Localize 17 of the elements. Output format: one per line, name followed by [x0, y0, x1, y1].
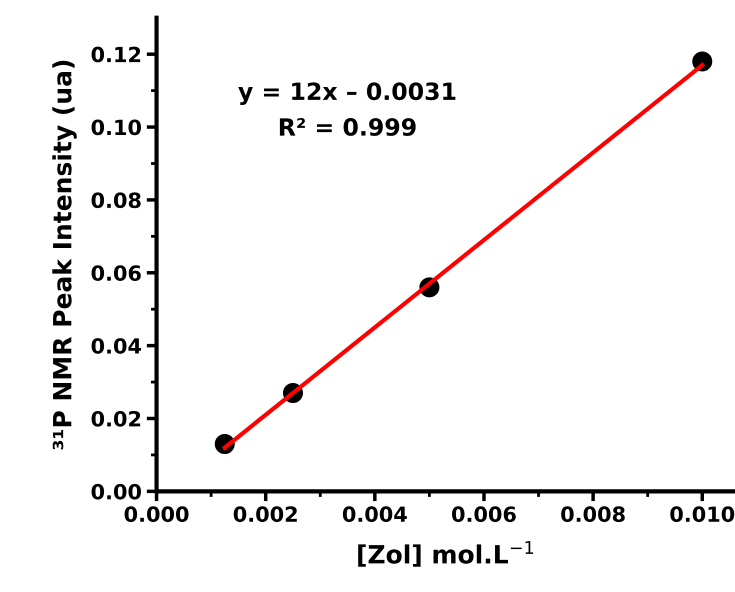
y-tick-label: 0.00 [92, 484, 141, 500]
y-tick-label: 0.12 [92, 46, 140, 62]
x-tick-label: 0.004 [342, 506, 407, 522]
x-tick-label: 0.000 [124, 506, 189, 522]
x-tick-label: 0.008 [561, 506, 625, 522]
x-axis-title: [Zol] mol.L$^{−1}$ [358, 541, 534, 567]
y-tick-label: 0.06 [92, 265, 141, 281]
x-tick-label: 0.010 [670, 506, 734, 522]
x-tick-label: 0.006 [452, 506, 516, 522]
y-axis-title: ³¹P NMR Peak Intensity (ua) [52, 60, 77, 450]
y-tick-label: 0.02 [92, 410, 140, 427]
annotation: R² = 0.999 [280, 118, 416, 136]
annotation: y = 12x – 0.0031 [238, 82, 456, 105]
x-tick-label: 0.002 [234, 506, 297, 522]
y-tick-label: 0.08 [92, 192, 141, 208]
y-tick-label: 0.04 [92, 338, 142, 354]
y-tick-label: 0.10 [92, 120, 141, 136]
